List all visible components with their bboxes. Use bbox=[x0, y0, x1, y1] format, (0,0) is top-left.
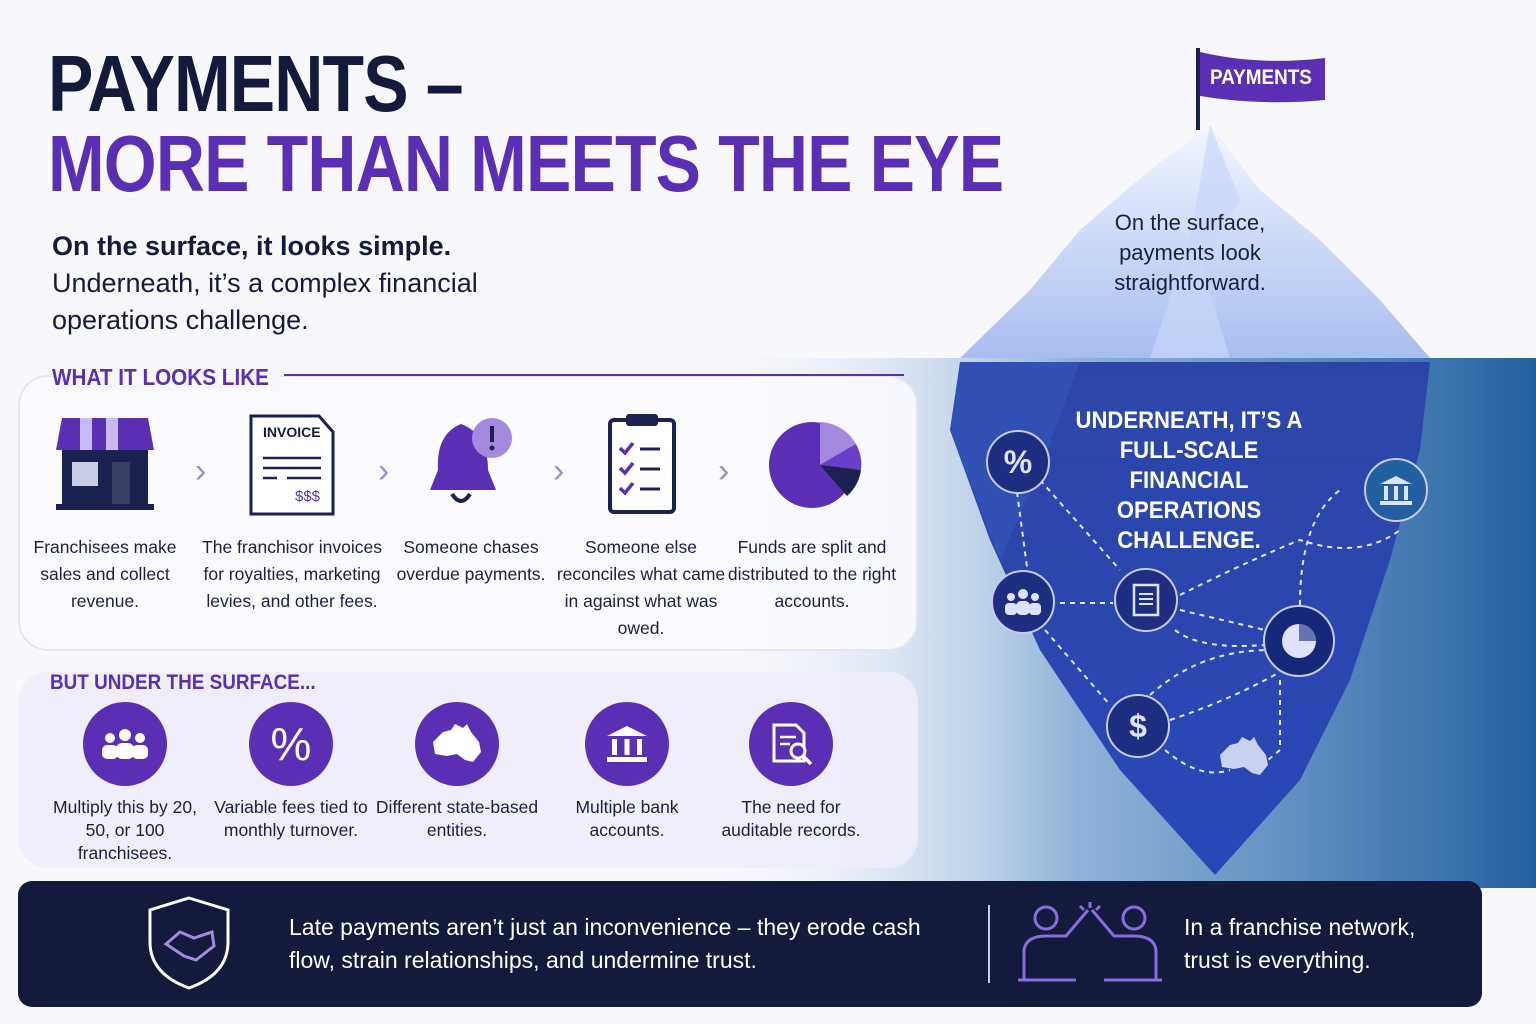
bottom-left-text: Late payments aren’t just an inconvenien… bbox=[289, 914, 921, 973]
bottom-right-text: In a franchise network, trust is everyth… bbox=[1184, 914, 1416, 973]
intro-text: Underneath, it’s a complex financial ope… bbox=[52, 268, 478, 335]
step-chase-payments: Someone chases overdue payments. bbox=[381, 410, 561, 588]
underneath-text: UNDERNEATH, IT’S A FULL-SCALE FINANCIAL … bbox=[1075, 407, 1303, 554]
invoice-amount: $$$ bbox=[295, 488, 321, 505]
people-node-icon bbox=[991, 570, 1055, 634]
bank-node-icon bbox=[1364, 458, 1428, 522]
step-distribute-funds: Funds are split and distributed to the r… bbox=[722, 410, 902, 615]
intro: On the surface, it looks simple. Undernea… bbox=[52, 228, 512, 339]
australia-map-node-icon bbox=[1220, 737, 1268, 775]
bottom-divider bbox=[988, 905, 990, 983]
flag bbox=[1200, 52, 1325, 103]
pie-chart-node-icon bbox=[1263, 605, 1335, 677]
flag-label: PAYMENTS bbox=[1210, 66, 1312, 89]
step-text: Franchisees make sales and collect reven… bbox=[33, 537, 177, 611]
under-item-text: Multiple bank accounts. bbox=[575, 797, 679, 840]
step-text: Funds are split and distributed to the r… bbox=[727, 537, 897, 611]
pie-chart-icon bbox=[769, 422, 862, 508]
invoice-label: INVOICE bbox=[263, 424, 321, 440]
chevron-right-icon: › bbox=[195, 452, 207, 490]
invoice-icon: INVOICE $$$ bbox=[237, 410, 347, 520]
under-item-text: Variable fees tied to monthly turnover. bbox=[214, 797, 368, 840]
step-franchisee-sales: Franchisees make sales and collect reven… bbox=[15, 410, 195, 615]
document-node-icon bbox=[1114, 568, 1178, 632]
step-text: Someone chases overdue payments. bbox=[396, 537, 546, 584]
under-item-variable-fees: % Variable fees tied to monthly turnover. bbox=[206, 702, 376, 842]
step-text: The franchisor invoices for royalties, m… bbox=[202, 537, 382, 611]
surface-text: On the surface, payments look straightfo… bbox=[1114, 210, 1266, 295]
what-it-looks-like-panel bbox=[18, 375, 918, 651]
chevron-right-icon: › bbox=[553, 452, 565, 490]
what-it-looks-like-heading: WHAT IT LOOKS LIKE bbox=[52, 364, 280, 391]
chevron-right-icon: › bbox=[378, 452, 390, 490]
under-item-text: The need for auditable records. bbox=[721, 797, 861, 840]
under-surface-heading: BUT UNDER THE SURFACE... bbox=[50, 671, 316, 694]
australia-map-icon bbox=[415, 702, 499, 786]
under-item-auditable-records: The need for auditable records. bbox=[706, 702, 876, 842]
document-search-icon bbox=[749, 702, 833, 786]
heading-divider bbox=[284, 374, 904, 376]
under-item-bank-accounts: Multiple bank accounts. bbox=[542, 702, 712, 842]
people-icon bbox=[83, 702, 167, 786]
people-high-five-icon bbox=[1018, 902, 1162, 982]
storefront-icon bbox=[56, 418, 154, 510]
step-reconcile: Someone else reconciles what came in aga… bbox=[551, 410, 731, 642]
dollar-node-icon: $ bbox=[1106, 694, 1170, 758]
bell-alert-icon bbox=[430, 418, 512, 503]
checklist-icon bbox=[608, 414, 676, 514]
shield-handshake-icon bbox=[148, 896, 230, 990]
percent-node-icon: % bbox=[986, 430, 1050, 494]
bank-icon bbox=[585, 702, 669, 786]
under-item-state-entities: Different state-based entities. bbox=[372, 702, 542, 842]
percent-icon: % bbox=[249, 702, 333, 786]
under-item-franchisees: Multiply this by 20, 50, or 100 franchis… bbox=[40, 702, 210, 865]
under-item-text: Multiply this by 20, 50, or 100 franchis… bbox=[53, 797, 197, 863]
step-franchisor-invoices: INVOICE $$$ The franchisor invoices for … bbox=[202, 410, 382, 615]
intro-bold: On the surface, it looks simple. bbox=[52, 231, 452, 261]
title-line-2: MORE THAN MEETS THE EYE bbox=[48, 119, 1004, 208]
chevron-right-icon: › bbox=[718, 452, 730, 490]
under-item-text: Different state-based entities. bbox=[375, 797, 539, 840]
bottom-banner bbox=[18, 881, 1482, 1007]
step-text: Someone else reconciles what came in aga… bbox=[556, 537, 726, 638]
title-line-1: PAYMENTS – bbox=[48, 39, 464, 128]
